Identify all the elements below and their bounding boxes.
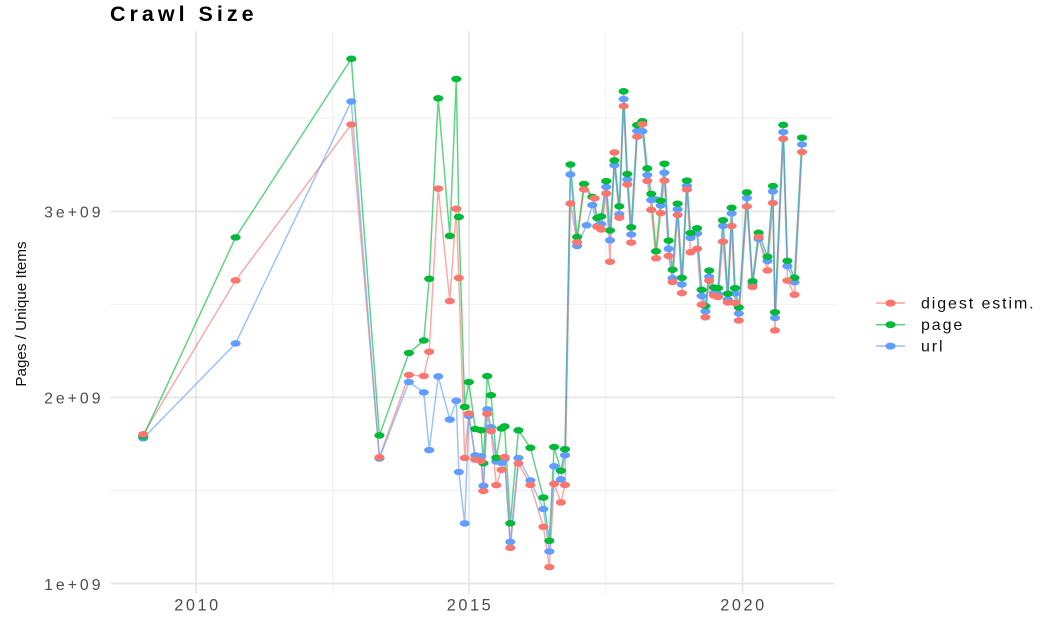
svg-text:2e+09: 2e+09 bbox=[44, 391, 103, 408]
svg-text:url: url bbox=[921, 338, 944, 355]
svg-text:digest estim.: digest estim. bbox=[921, 295, 1036, 312]
svg-text:2020: 2020 bbox=[720, 597, 767, 615]
svg-text:Crawl Size: Crawl Size bbox=[110, 2, 258, 26]
svg-text:1e+09: 1e+09 bbox=[44, 577, 103, 594]
svg-text:2010: 2010 bbox=[174, 597, 221, 615]
svg-text:3e+09: 3e+09 bbox=[44, 205, 103, 222]
svg-text:2015: 2015 bbox=[447, 597, 494, 615]
svg-text:Pages / Unique Items: Pages / Unique Items bbox=[13, 241, 30, 387]
svg-text:page: page bbox=[921, 317, 964, 334]
